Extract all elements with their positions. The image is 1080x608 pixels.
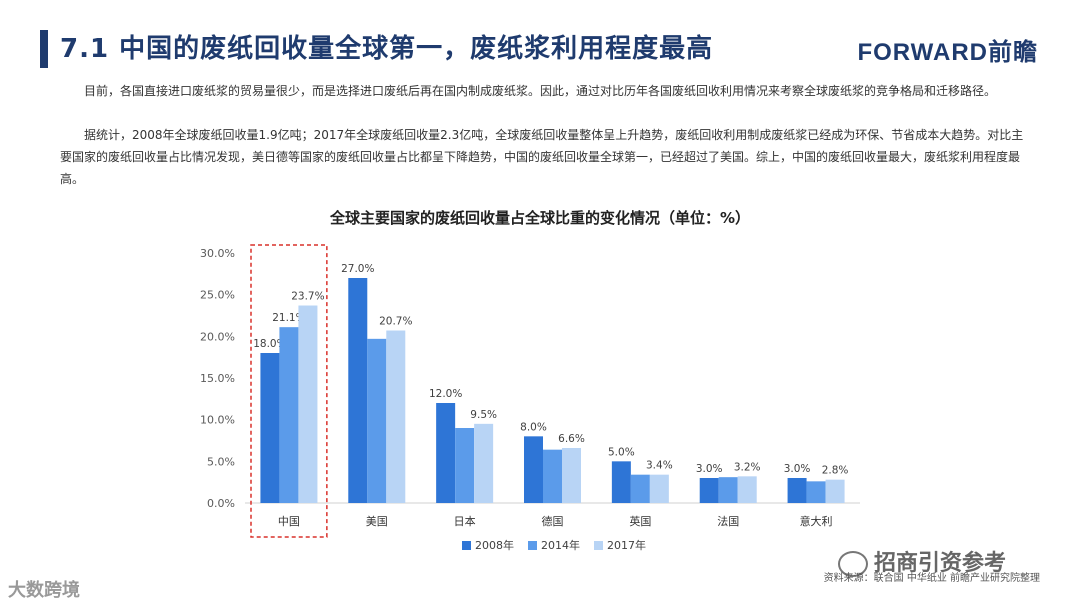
wechat-watermark: 招商引资参考 bbox=[838, 545, 1006, 577]
category-label: 中国 bbox=[278, 515, 300, 528]
y-tick-label: 0.0% bbox=[207, 497, 235, 510]
bar-2014年 bbox=[279, 327, 299, 503]
bar-2008年 bbox=[348, 278, 368, 503]
bar-2014年 bbox=[367, 338, 387, 503]
bar-2008年 bbox=[524, 436, 543, 503]
y-tick-label: 25.0% bbox=[200, 289, 235, 302]
page-title: 7.1 中国的废纸回收量全球第一，废纸浆利用程度最高 bbox=[60, 34, 714, 64]
bar-2014年 bbox=[630, 474, 650, 503]
data-label: 8.0% bbox=[520, 421, 547, 433]
category-label: 美国 bbox=[366, 515, 388, 528]
title-accent-bar bbox=[40, 30, 48, 68]
data-label: 21.1% bbox=[272, 312, 305, 324]
y-tick-label: 5.0% bbox=[207, 455, 235, 468]
category-label: 法国 bbox=[717, 514, 739, 528]
y-tick-label: 20.0% bbox=[200, 330, 235, 343]
highlight-box bbox=[250, 244, 328, 538]
bar-2008年 bbox=[260, 353, 280, 503]
data-label: 27.0% bbox=[341, 263, 374, 275]
legend-label: 2008年 bbox=[475, 538, 514, 552]
brand-logo: FORWARD前瞻 bbox=[857, 39, 1038, 66]
data-label: 20.7% bbox=[379, 316, 412, 328]
y-tick-label: 15.0% bbox=[200, 372, 235, 385]
source-note: 资料来源：联合国 中华纸业 前瞻产业研究院整理 bbox=[823, 573, 1040, 584]
body-paragraph-1: 目前，各国直接进口废纸浆的贸易量很少，而是选择进口废纸后再在国内制成废纸浆。因此… bbox=[84, 84, 997, 98]
legend-swatch bbox=[594, 541, 603, 550]
corner-watermark: 大数跨境 bbox=[8, 580, 80, 601]
bar-2017年 bbox=[298, 305, 318, 503]
data-label: 12.0% bbox=[429, 388, 462, 400]
data-label: 3.2% bbox=[734, 461, 761, 473]
bar-2008年 bbox=[699, 478, 719, 503]
legend-label: 2014年 bbox=[541, 538, 580, 552]
bar-2017年 bbox=[737, 476, 757, 503]
bar-2017年 bbox=[562, 448, 581, 503]
bar-2014年 bbox=[543, 449, 562, 503]
wechat-icon bbox=[838, 551, 868, 577]
data-label: 3.0% bbox=[784, 463, 811, 475]
data-label: 2.8% bbox=[822, 465, 849, 477]
data-label: 5.0% bbox=[608, 446, 635, 458]
bar-2014年 bbox=[806, 481, 826, 503]
bar-2008年 bbox=[611, 461, 631, 503]
bar-2017年 bbox=[474, 423, 494, 503]
bar-2014年 bbox=[718, 477, 738, 503]
bar-2017年 bbox=[386, 330, 406, 503]
category-label: 意大利 bbox=[800, 514, 833, 528]
data-label: 3.4% bbox=[646, 460, 673, 472]
bar-2014年 bbox=[455, 428, 475, 503]
data-label: 9.5% bbox=[470, 409, 497, 421]
data-label: 23.7% bbox=[291, 291, 324, 303]
y-tick-label: 10.0% bbox=[200, 414, 235, 427]
body-paragraph-2: 据统计，2008年全球废纸回收量1.9亿吨；2017年全球废纸回收量2.3亿吨，… bbox=[60, 128, 1024, 186]
bar-2008年 bbox=[787, 478, 807, 503]
bar-2017年 bbox=[649, 474, 669, 503]
legend-label: 2017年 bbox=[607, 538, 646, 552]
data-label: 3.0% bbox=[696, 463, 723, 475]
legend-swatch bbox=[462, 541, 471, 550]
bar-2008年 bbox=[436, 403, 456, 503]
category-label: 德国 bbox=[542, 514, 564, 528]
data-label: 18.0% bbox=[253, 338, 286, 350]
category-label: 日本 bbox=[454, 514, 476, 528]
data-label: 6.6% bbox=[558, 433, 585, 445]
category-label: 英国 bbox=[629, 514, 651, 528]
bar-2017年 bbox=[825, 479, 845, 503]
legend-swatch bbox=[528, 541, 537, 550]
chart-title: 全球主要国家的废纸回收量占全球比重的变化情况（单位：%） bbox=[329, 209, 751, 227]
y-tick-label: 30.0% bbox=[200, 247, 235, 260]
wechat-label: 招商引资参考 bbox=[874, 551, 1007, 576]
